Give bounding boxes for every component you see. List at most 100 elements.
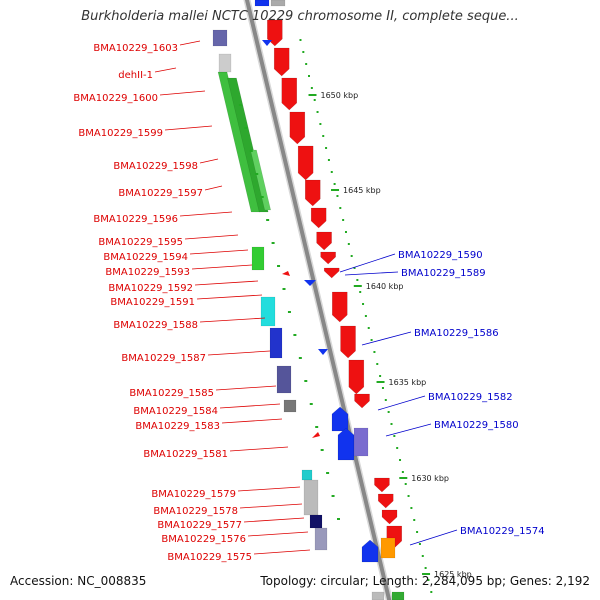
left-label-leader <box>154 67 177 73</box>
reverse-gene-arrow <box>331 406 349 432</box>
backbone-line <box>244 0 392 600</box>
right-gene-label: BMA10229_1589 <box>401 268 486 279</box>
left-gene-label: BMA10229_1576 <box>161 534 246 545</box>
forward-gene-arrow <box>340 325 356 359</box>
navy-gene-block <box>309 514 323 529</box>
left-label-leader <box>179 40 201 46</box>
forward-gene-arrow <box>323 267 340 279</box>
purple-gene-block <box>212 29 228 47</box>
forward-gene-arrow <box>320 251 336 265</box>
reverse-gene-marker <box>304 280 316 286</box>
left-label-leader <box>219 403 281 409</box>
grey-gene-block <box>303 479 319 516</box>
left-label-leader <box>189 249 249 255</box>
green-gene-block <box>250 149 272 211</box>
forward-gene-arrow <box>304 179 321 207</box>
left-label-leader <box>194 280 259 286</box>
forward-gene-arrow <box>377 493 394 509</box>
forward-gene-marker <box>282 271 290 276</box>
forward-gene-arrow <box>332 291 348 323</box>
left-gene-label: BMA10229_1575 <box>167 552 252 563</box>
reverse-gene-arrow <box>361 539 379 563</box>
forward-gene-arrow <box>273 47 290 77</box>
right-label-leader <box>409 529 458 546</box>
map-title: Burkholderia mallei NCTC 10229 chromosom… <box>81 9 519 24</box>
forward-gene-arrow <box>289 111 306 145</box>
green-gene-block <box>251 246 265 271</box>
left-gene-label: BMA10229_1591 <box>110 297 195 308</box>
right-label-leader <box>339 253 396 273</box>
genome-summary-text: Topology: circular; Length: 2,284,095 bp… <box>260 574 590 588</box>
left-label-leader <box>199 158 219 164</box>
grey-gene-block <box>283 399 297 413</box>
left-label-leader <box>184 234 239 240</box>
left-gene-label: BMA10229_1595 <box>98 237 183 248</box>
purple-gene-block <box>353 427 369 457</box>
blue-gene-block <box>269 327 283 359</box>
right-label-leader <box>361 331 412 346</box>
left-label-leader <box>253 549 311 555</box>
cyan-gene-block <box>260 296 276 327</box>
right-gene-label: BMA10229_1590 <box>398 250 483 261</box>
left-gene-label: BMA10229_1598 <box>113 161 198 172</box>
left-label-leader <box>221 418 283 424</box>
forward-gene-arrow <box>316 231 332 251</box>
left-gene-label: BMA10229_1587 <box>121 353 206 364</box>
scale-tick-label: 1640 kbp <box>366 282 404 291</box>
left-label-leader <box>239 503 303 509</box>
scale-tick-label: 1650 kbp <box>321 91 359 100</box>
right-gene-label: BMA10229_1582 <box>428 392 513 403</box>
forward-gene-arrow <box>310 207 327 229</box>
left-gene-label: BMA10229_1577 <box>157 520 242 531</box>
left-gene-label: BMA10229_1603 <box>93 43 178 54</box>
left-label-leader <box>179 211 233 217</box>
left-gene-label: BMA10229_1600 <box>73 93 158 104</box>
left-label-leader <box>196 294 263 300</box>
grey-gene-block <box>218 53 232 73</box>
scale-tick-label: 1625 kbp <box>434 570 472 579</box>
left-gene-label: BMA10229_1581 <box>143 449 228 460</box>
reverse-gene-arrow <box>337 427 355 461</box>
left-gene-label: BMA10229_1593 <box>105 267 190 278</box>
left-gene-label: BMA10229_1584 <box>133 406 218 417</box>
green-gene-block <box>391 591 405 600</box>
left-label-leader <box>204 185 223 191</box>
right-gene-label: BMA10229_1574 <box>460 526 545 537</box>
left-label-leader <box>247 531 309 537</box>
forward-gene-arrow <box>297 145 314 181</box>
left-gene-label: dehII-1 <box>118 70 153 81</box>
left-label-leader <box>215 385 277 391</box>
orange-gene-block <box>380 537 396 559</box>
scale-tick-label: 1635 kbp <box>389 378 427 387</box>
forward-gene-arrow <box>381 509 398 525</box>
left-gene-label: BMA10229_1592 <box>108 283 193 294</box>
left-label-leader <box>243 517 305 523</box>
reverse-gene-marker <box>262 40 272 46</box>
cyan-gene-block <box>301 469 313 481</box>
right-label-leader <box>344 271 399 276</box>
accession-text: Accession: NC_008835 <box>10 574 147 588</box>
left-gene-label: BMA10229_1585 <box>129 388 214 399</box>
left-label-leader <box>191 264 253 270</box>
scale-tick-label: 1645 kbp <box>343 186 381 195</box>
left-gene-label: BMA10229_1578 <box>153 506 238 517</box>
forward-gene-arrow <box>374 477 390 493</box>
forward-gene-arrow <box>281 77 298 111</box>
right-label-leader <box>377 395 426 411</box>
grey-gene-block <box>270 0 286 7</box>
left-label-leader <box>199 317 266 323</box>
forward-gene-arrow <box>267 19 283 47</box>
left-gene-label: BMA10229_1579 <box>151 489 236 500</box>
left-label-leader <box>229 446 289 452</box>
right-label-leader <box>385 423 432 437</box>
left-gene-label: BMA10229_1588 <box>113 320 198 331</box>
left-label-leader <box>237 486 301 492</box>
forward-gene-arrow <box>348 359 365 395</box>
grey-gene-block <box>371 591 385 600</box>
left-gene-label: BMA10229_1599 <box>78 128 163 139</box>
grey-gene-block <box>314 527 328 551</box>
purple-gene-block <box>276 365 292 394</box>
left-label-leader <box>207 350 271 356</box>
